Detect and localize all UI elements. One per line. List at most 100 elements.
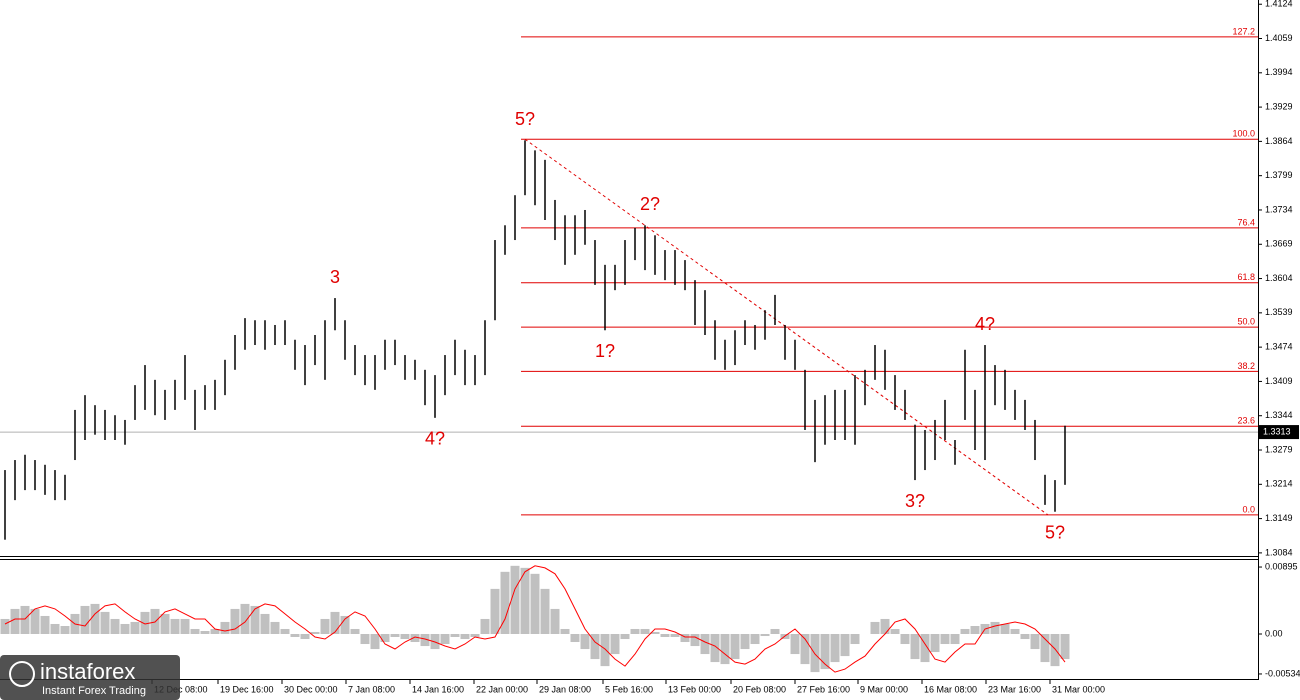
x-tick-label: 13 Feb 00:00	[668, 684, 721, 694]
y-tick-label: 1.3409	[1265, 376, 1293, 386]
histogram-bar	[680, 634, 690, 643]
y-tick-label: 0.00895	[1265, 561, 1298, 571]
histogram-bar	[300, 634, 310, 640]
histogram-bar	[230, 608, 240, 635]
histogram-bar	[1060, 634, 1070, 660]
histogram-bar	[560, 628, 570, 635]
histogram-bar	[510, 565, 520, 635]
histogram-bar	[240, 603, 250, 635]
histogram-bar	[170, 618, 180, 635]
histogram-bar	[20, 605, 30, 635]
histogram-bar	[670, 634, 680, 637]
fib-label: 23.6	[1237, 416, 1255, 426]
histogram-bar	[280, 628, 290, 635]
trendline	[524, 138, 1049, 516]
histogram-bar	[570, 634, 580, 643]
logo-name: instaforex	[40, 659, 135, 684]
wave-label: 4?	[975, 314, 995, 334]
histogram-bar	[630, 628, 640, 635]
histogram-bar	[1050, 634, 1060, 667]
histogram-bar	[390, 634, 400, 637]
histogram-bar	[690, 634, 700, 647]
histogram-bar	[1010, 628, 1020, 635]
fib-label: 38.2	[1237, 361, 1255, 371]
histogram-bar	[850, 634, 860, 645]
histogram-bar	[800, 634, 810, 665]
histogram-bar	[100, 611, 110, 635]
histogram-bar	[480, 618, 490, 635]
histogram-bar	[160, 613, 170, 635]
histogram-bar	[380, 634, 390, 643]
histogram-bar	[50, 623, 60, 635]
histogram-bar	[640, 628, 650, 635]
logo-icon	[9, 661, 35, 687]
y-tick-label: 1.3539	[1265, 307, 1293, 317]
histogram-bar	[270, 621, 280, 635]
histogram-bar	[40, 615, 50, 635]
x-tick-label: 5 Feb 16:00	[605, 684, 653, 694]
histogram-bar	[830, 634, 840, 663]
histogram-bar	[190, 628, 200, 635]
histogram-bar	[740, 634, 750, 650]
histogram-bar	[0, 618, 10, 635]
histogram-bar	[710, 634, 720, 663]
signal-line	[4, 565, 1066, 673]
histogram-bar	[840, 634, 850, 657]
histogram-bar	[420, 634, 430, 647]
histogram-bar	[210, 628, 220, 635]
x-tick-label: 12 Dec 08:00	[154, 684, 208, 694]
histogram-bar	[1030, 634, 1040, 650]
price-tag	[1259, 425, 1299, 440]
histogram-bar	[620, 634, 630, 640]
histogram-bar	[250, 605, 260, 635]
histogram-bar	[130, 621, 140, 635]
histogram-bar	[330, 611, 340, 635]
histogram-bar	[440, 634, 450, 645]
x-tick-label: 20 Feb 08:00	[733, 684, 786, 694]
histogram-bar	[750, 634, 760, 645]
y-tick-label: 1.3474	[1265, 342, 1293, 352]
y-tick-label: 1.3344	[1265, 410, 1293, 420]
price-tag-label: 1.3313	[1263, 426, 1291, 436]
y-tick-label: 1.3279	[1265, 444, 1293, 454]
histogram-bar	[530, 573, 540, 635]
histogram-bar	[580, 634, 590, 650]
histogram-bar	[720, 634, 730, 665]
logo: instaforex Instant Forex Trading	[0, 655, 180, 700]
histogram-bar	[470, 634, 480, 637]
y-tick-label: 1.3084	[1265, 547, 1293, 557]
fib-label: 127.2	[1232, 26, 1255, 36]
x-tick-label: 9 Mar 00:00	[860, 684, 908, 694]
histogram-bar	[410, 634, 420, 643]
fib-label: 100.0	[1232, 129, 1255, 139]
wave-label: 3	[330, 267, 340, 287]
y-tick-label: 1.3799	[1265, 170, 1293, 180]
y-tick-label: 1.3149	[1265, 513, 1293, 523]
x-tick-label: 29 Jan 08:00	[539, 684, 591, 694]
histogram-bar	[1040, 634, 1050, 663]
histogram-bar	[700, 634, 710, 655]
logo-tagline: Instant Forex Trading	[42, 685, 146, 697]
histogram-bar	[1020, 634, 1030, 640]
wave-label: 5?	[515, 109, 535, 129]
fib-label: 76.4	[1237, 217, 1255, 227]
histogram-bar	[790, 634, 800, 655]
y-tick-label: 1.4059	[1265, 33, 1293, 43]
histogram-bar	[340, 615, 350, 635]
x-tick-label: 16 Mar 08:00	[924, 684, 977, 694]
x-tick-label: 22 Jan 00:00	[476, 684, 528, 694]
histogram-bar	[960, 628, 970, 635]
histogram-bar	[600, 634, 610, 667]
wave-label: 4?	[425, 429, 445, 449]
histogram-bar	[880, 618, 890, 635]
logo-box	[0, 655, 180, 700]
histogram-bar	[360, 634, 370, 645]
x-tick-label: 27 Feb 16:00	[797, 684, 850, 694]
histogram-bar	[920, 634, 930, 663]
histogram-bar	[900, 634, 910, 645]
y-tick-label: 1.3994	[1265, 67, 1293, 77]
wave-label: 3?	[905, 491, 925, 511]
wave-label: 5?	[1045, 522, 1065, 542]
histogram-bar	[610, 634, 620, 655]
